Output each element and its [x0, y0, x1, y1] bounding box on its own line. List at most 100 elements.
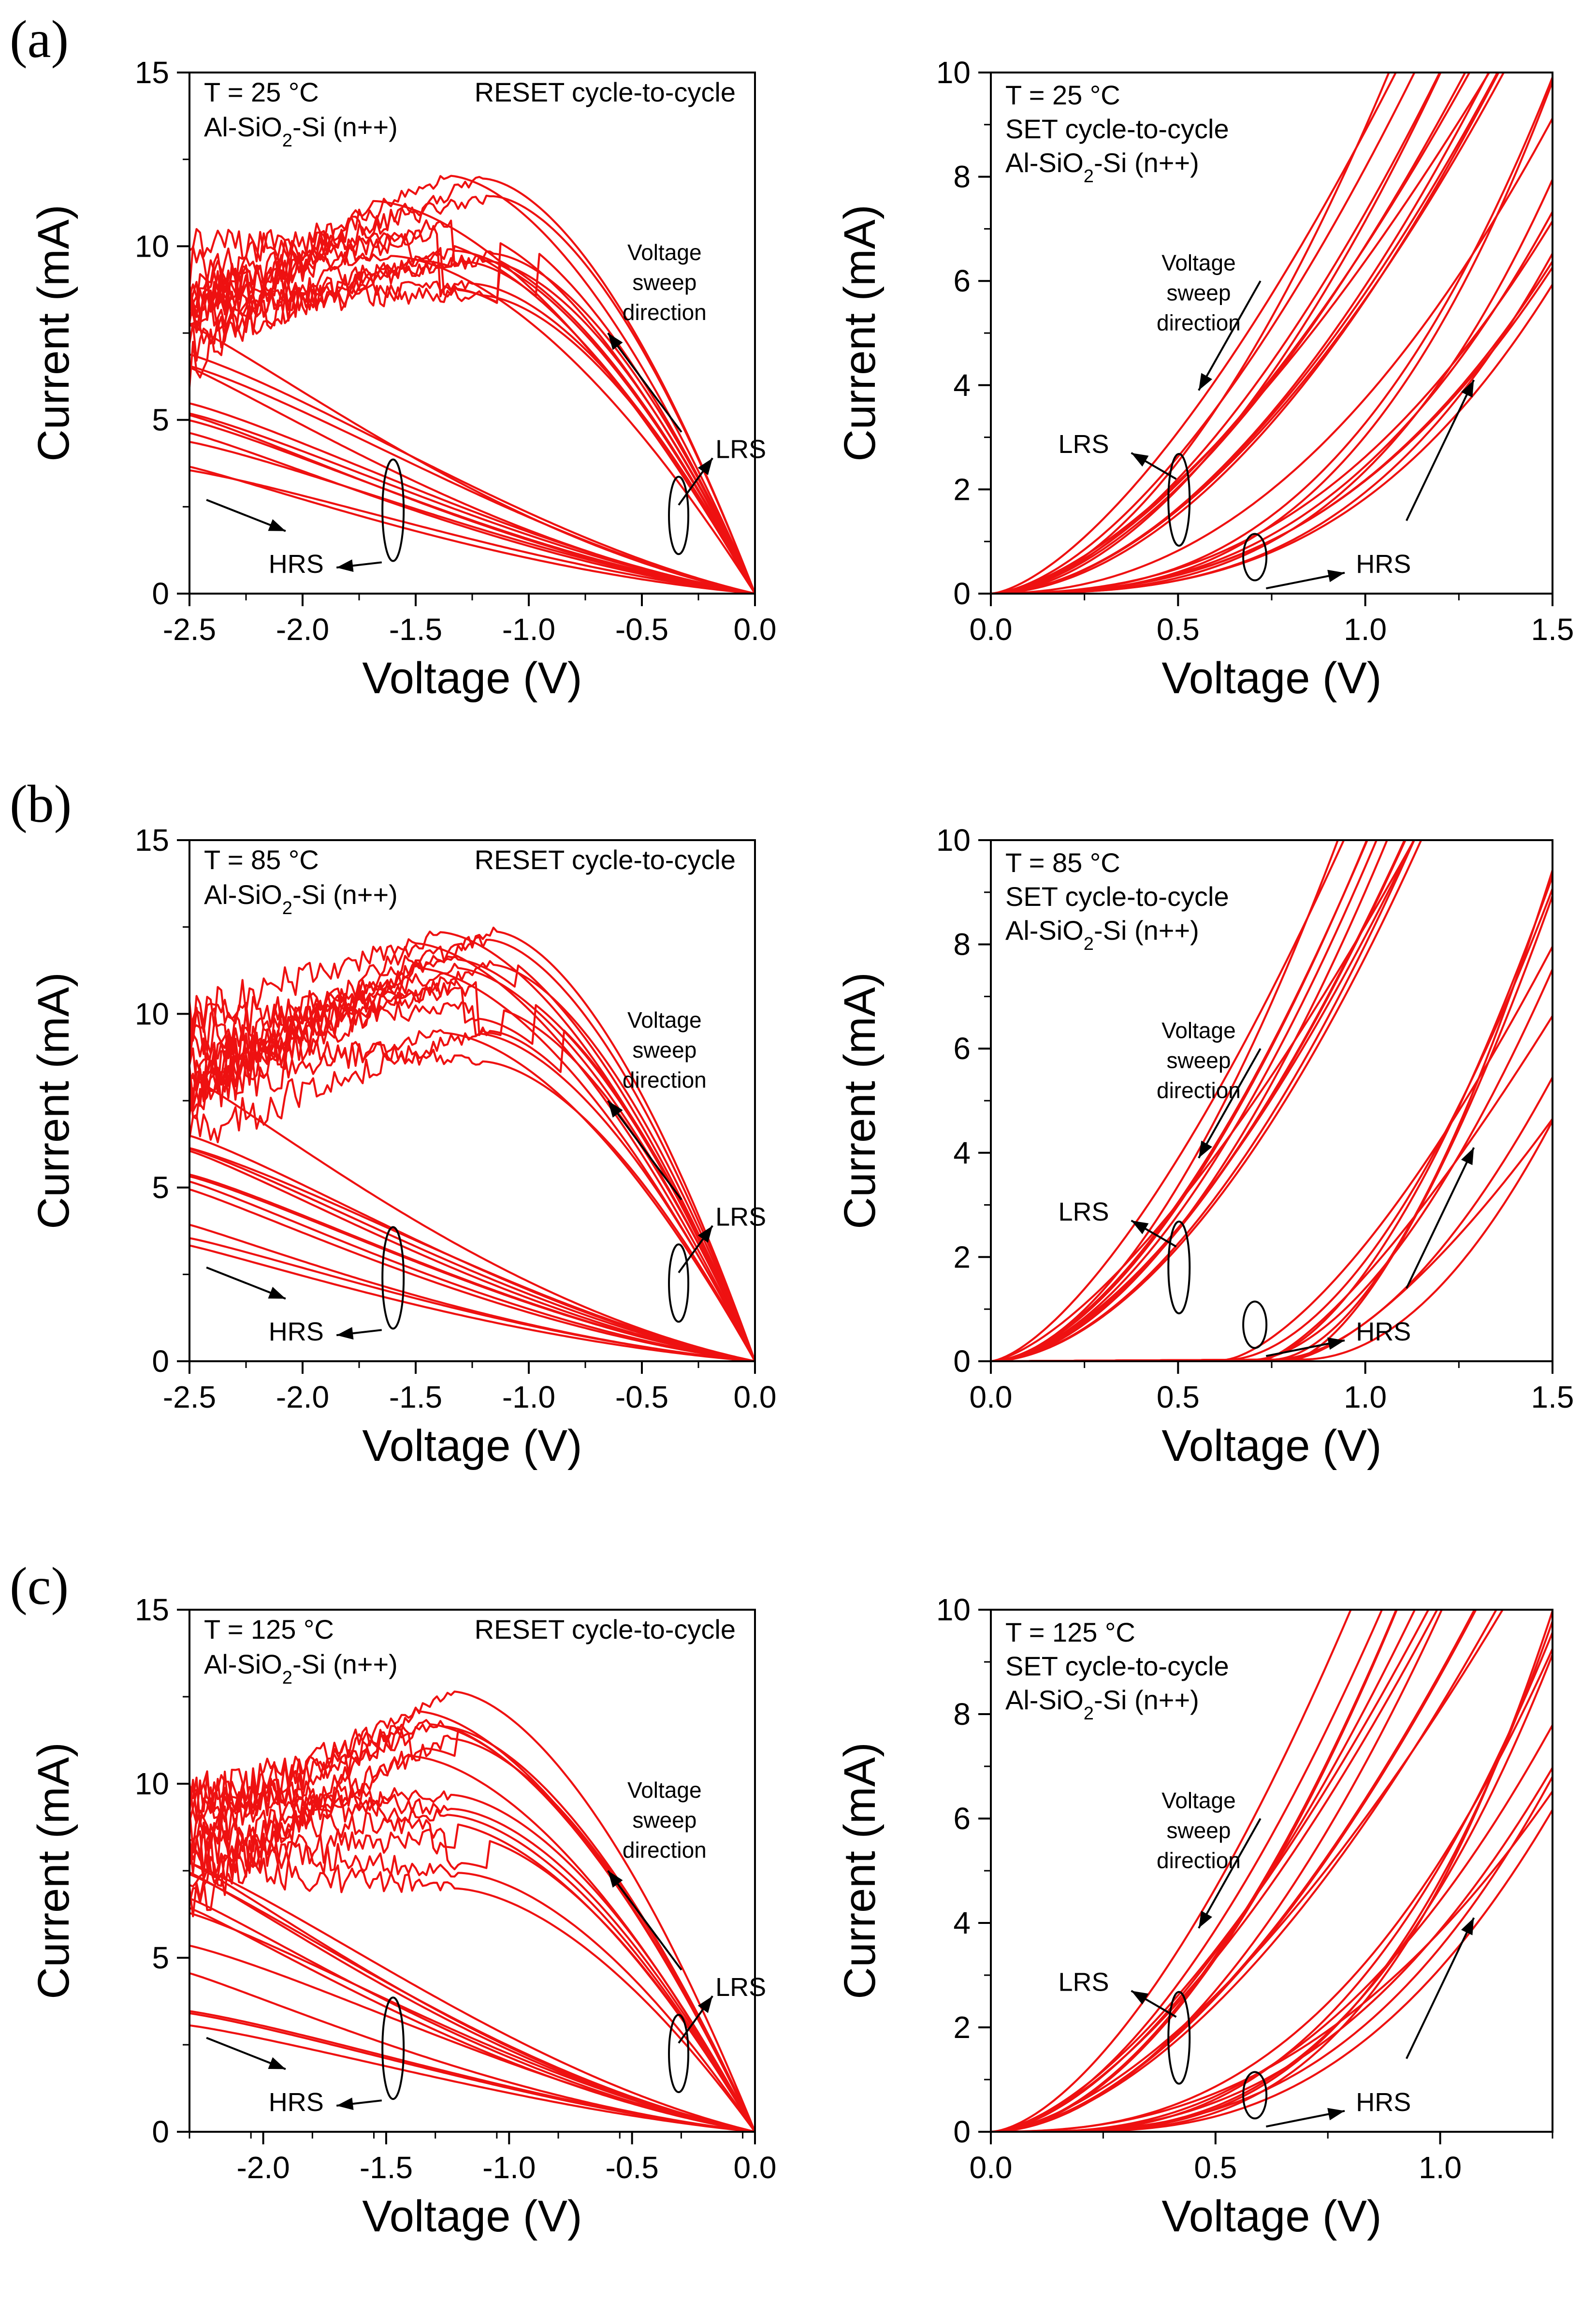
plot-frame	[189, 1609, 756, 2133]
hrs-label: HRS	[1356, 1317, 1411, 1346]
temperature-label: T = 25 °C	[1005, 80, 1120, 110]
y-tick-label: 0	[953, 2114, 971, 2149]
hrs-label: HRS	[1356, 550, 1411, 579]
sweep-bottom-arrow-shaft	[1406, 379, 1475, 521]
x-tick-label: -0.5	[606, 2150, 659, 2185]
hrs-curve	[189, 1244, 755, 1361]
sweep-bottom-arrow-head	[1461, 1918, 1474, 1936]
hrs-ellipse	[1242, 533, 1268, 582]
sweep-bottom-arrow-shaft	[1406, 1917, 1475, 2059]
lrs-curve	[189, 1016, 755, 1361]
hrs-curve	[991, 1776, 1552, 2132]
y-tick-label: 10	[135, 229, 169, 263]
lrs-curve	[189, 1821, 755, 2132]
hrs-curve	[189, 324, 755, 594]
x-tick-label: 1.0	[1344, 612, 1387, 647]
sweep-bottom-arrow-shaft	[1406, 1147, 1475, 1289]
hrs-curve	[189, 1075, 755, 1361]
lrs-curve	[189, 1720, 755, 2132]
lrs-ellipse	[668, 476, 690, 555]
sweep-bottom-arrow-head	[268, 2057, 286, 2069]
device-label: Al-SiO2-Si (n++)	[1005, 147, 1199, 187]
hrs-arrow-head	[336, 559, 354, 572]
chart-b-set: 0.0 0.5 1.0 1.5 0 2 4 6 8 10 Voltage (V) Current (m…	[835, 823, 1574, 1470]
lrs-curve	[991, 73, 1416, 594]
x-axis-title: Voltage (V)	[1161, 1421, 1381, 1470]
hrs-curve	[189, 469, 755, 594]
chart-c-reset: -2.0 -1.5 -1.0 -0.5 0.0 0 5 10 15 Voltage (V) Curr…	[29, 1592, 776, 2241]
lrs-curve	[991, 1610, 1438, 2132]
hrs-curve	[991, 261, 1552, 594]
lrs-curve	[189, 1032, 755, 1361]
y-axis-title: Current (mA)	[835, 204, 885, 462]
x-axis-title: Voltage (V)	[362, 1421, 582, 1470]
hrs-curve	[189, 1180, 755, 1361]
hrs-curve	[189, 1148, 755, 1361]
sweep-bottom-arrow-head	[1461, 380, 1474, 398]
y-axis-title: Current (mA)	[29, 204, 78, 462]
y-tick-label: 8	[953, 160, 971, 194]
lrs-label: LRS	[1058, 1967, 1109, 1996]
sweep-arrow-head	[608, 1101, 623, 1118]
hrs-ellipse	[381, 1226, 405, 1330]
hrs-curve	[991, 1015, 1552, 1361]
hrs-label: HRS	[1356, 2088, 1411, 2117]
lrs-curve	[991, 1610, 1430, 2132]
lrs-ellipse	[668, 2014, 690, 2093]
sweep-label-1: Voltage	[1161, 250, 1235, 276]
y-tick-label: 5	[152, 403, 169, 437]
lrs-arrow-head	[1131, 1991, 1149, 2005]
sweep-bottom-arrow-head	[268, 519, 286, 531]
y-tick-label: 10	[936, 1592, 971, 1627]
temperature-label: T = 125 °C	[204, 1614, 334, 1645]
lrs-curve	[189, 938, 755, 1361]
hrs-curve	[991, 211, 1552, 594]
curve-group	[189, 1690, 755, 2132]
sweep-label-2: sweep	[1166, 1818, 1231, 1843]
x-tick-label: -1.5	[360, 2150, 413, 2185]
hrs-curve	[189, 366, 755, 594]
x-tick-label: -1.5	[389, 1380, 442, 1414]
panel-label-b: (b)	[10, 774, 72, 833]
x-tick-label: -2.0	[276, 612, 329, 647]
hrs-curve	[189, 1175, 755, 1361]
sweep-label-1: Voltage	[627, 240, 701, 265]
chart-b-reset: -2.5 -2.0 -1.5 -1.0 -0.5 0.0 0 5 10 15 Voltage (V)…	[29, 823, 776, 1470]
sweep-label-3: direction	[1157, 1848, 1241, 1873]
hrs-curve	[189, 419, 755, 594]
y-tick-label: 8	[953, 927, 971, 962]
x-tick-label: -2.5	[163, 612, 216, 647]
hrs-label: HRS	[269, 2088, 324, 2117]
y-tick-label: 15	[135, 1592, 169, 1627]
lrs-curve	[991, 840, 1415, 1361]
sweep-label-2: sweep	[1166, 1048, 1231, 1073]
lrs-arrow-head	[1131, 452, 1149, 467]
lrs-curve	[189, 194, 755, 594]
hrs-curve	[189, 1873, 755, 2132]
lrs-curve	[189, 251, 755, 594]
lrs-curve	[189, 1782, 755, 2132]
x-tick-label: -2.5	[163, 1380, 216, 1414]
y-axis-title: Current (mA)	[835, 1742, 885, 1999]
hrs-curve	[189, 2024, 755, 2132]
lrs-curve	[189, 1707, 755, 2132]
hrs-curve	[189, 432, 755, 594]
x-tick-label: 0.0	[970, 1380, 1013, 1414]
lrs-label: LRS	[715, 1203, 766, 1232]
x-tick-label: 1.5	[1531, 1380, 1574, 1414]
lrs-ellipse	[668, 1243, 690, 1323]
lrs-label: LRS	[1058, 1197, 1109, 1226]
hrs-label: HRS	[269, 550, 324, 579]
x-tick-label: -1.0	[502, 612, 555, 647]
sweep-arrow-shaft	[607, 1870, 682, 1971]
sweep-label-2: sweep	[632, 1037, 696, 1063]
y-tick-label: 10	[135, 1766, 169, 1801]
lrs-ellipse	[1167, 452, 1191, 547]
hrs-curve	[991, 253, 1552, 594]
lrs-curve	[991, 840, 1389, 1361]
sweep-arrow-head	[1198, 1910, 1212, 1928]
sweep-label-3: direction	[623, 1067, 707, 1092]
sweep-label-2: sweep	[1166, 280, 1231, 306]
y-tick-label: 6	[953, 1801, 971, 1836]
